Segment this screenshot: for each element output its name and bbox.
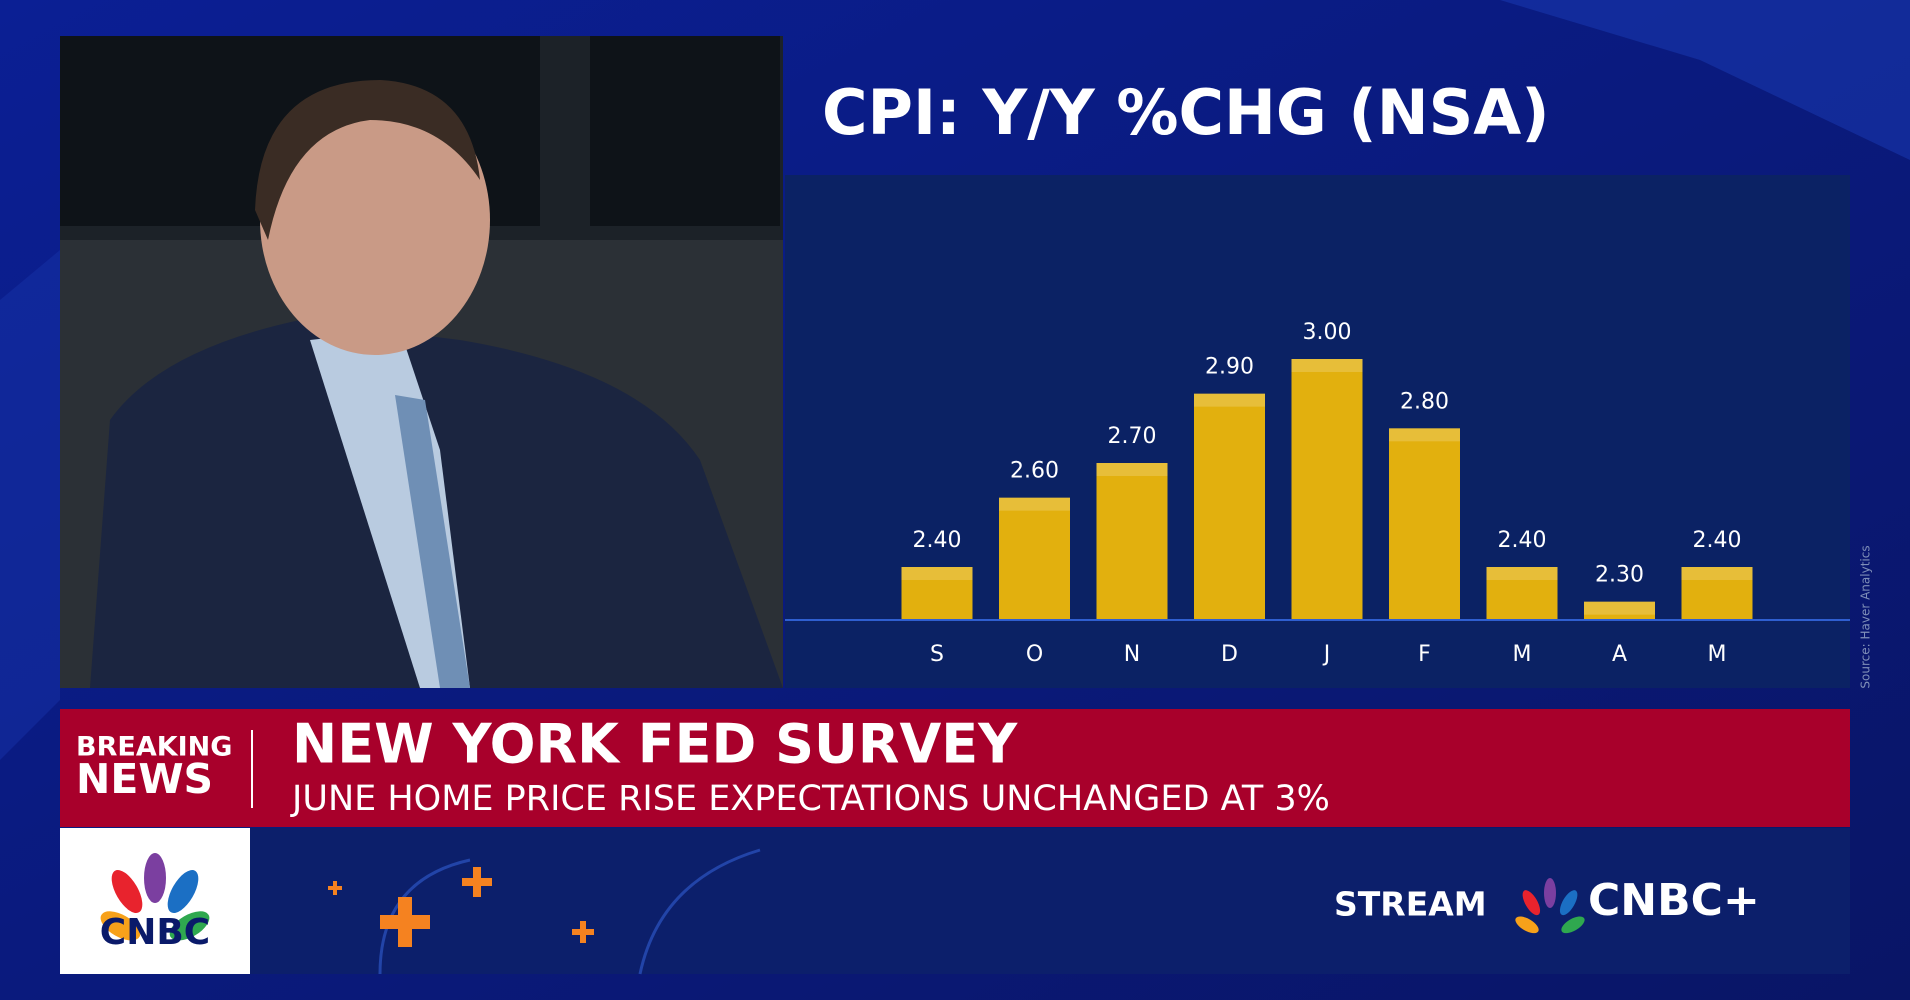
x-tick-label: N [1124,642,1140,667]
bar-cap [1096,463,1168,476]
breaking-banner [60,709,1850,827]
monitor [590,36,780,226]
bar-cap [999,497,1070,511]
peacock [100,853,210,941]
head [260,85,490,355]
bar-cap [1194,393,1265,407]
tie [395,395,470,688]
bar-cap [1681,567,1753,580]
bar [1096,463,1168,619]
value-label: 3.00 [1303,320,1352,345]
bar [1194,393,1265,619]
x-tick-label: J [1322,642,1331,667]
x-tick-label: O [1026,642,1043,667]
bar-cap [1486,567,1558,580]
banner-tag-top: BREAKING [76,732,232,763]
chart-title: CPI: Y/Y %CHG (NSA) [822,76,1550,149]
peacock-small [1515,878,1585,934]
bar [1584,601,1655,619]
subheadline: JUNE HOME PRICE RISE EXPECTATIONS UNCHAN… [290,779,1330,819]
bg-shape [0,250,60,760]
hair [255,80,480,240]
footer-bar [60,828,1850,974]
x-tick-label: M [1708,642,1727,667]
x-tick-label: A [1612,642,1627,667]
bar [901,567,973,619]
value-label: 2.40 [1498,528,1547,553]
x-tick-label: S [930,642,944,667]
headline: NEW YORK FED SURVEY [292,713,1018,776]
bar [999,497,1070,619]
value-label: 2.40 [1693,528,1742,553]
x-tick-label: D [1221,642,1238,667]
bg-shape [1500,0,1910,160]
bar-cap [1389,428,1460,442]
banner-tag-bottom: NEWS [76,755,213,803]
stream-label: STREAM [1334,885,1487,924]
bar [1486,567,1558,619]
value-label: 2.40 [913,528,962,553]
bar-chart: 2.40 S 2.60 O 2.70 N 2.90 D 3.00 J 2.80 F 2.40 M 2.30 A… [901,320,1753,667]
bar-cap [1291,359,1363,372]
x-tick-label: F [1418,642,1431,667]
bar-cap [1584,601,1655,615]
x-tick-label: M [1513,642,1532,667]
bar [1389,428,1460,619]
brand-label: CNBC+ [1588,875,1760,926]
value-label: 2.90 [1205,355,1254,380]
video-panel [60,36,783,688]
bar-cap [901,567,973,580]
value-label: 2.30 [1595,563,1644,588]
value-label: 2.70 [1108,424,1157,449]
source-note: Source: Haver Analytics [1859,545,1873,688]
plus-deco [328,867,594,947]
bar [1681,567,1753,619]
cnbc-logo-text: CNBC [100,912,210,953]
value-label: 2.80 [1400,389,1449,414]
bar [1291,359,1363,619]
value-label: 2.60 [1010,459,1059,484]
